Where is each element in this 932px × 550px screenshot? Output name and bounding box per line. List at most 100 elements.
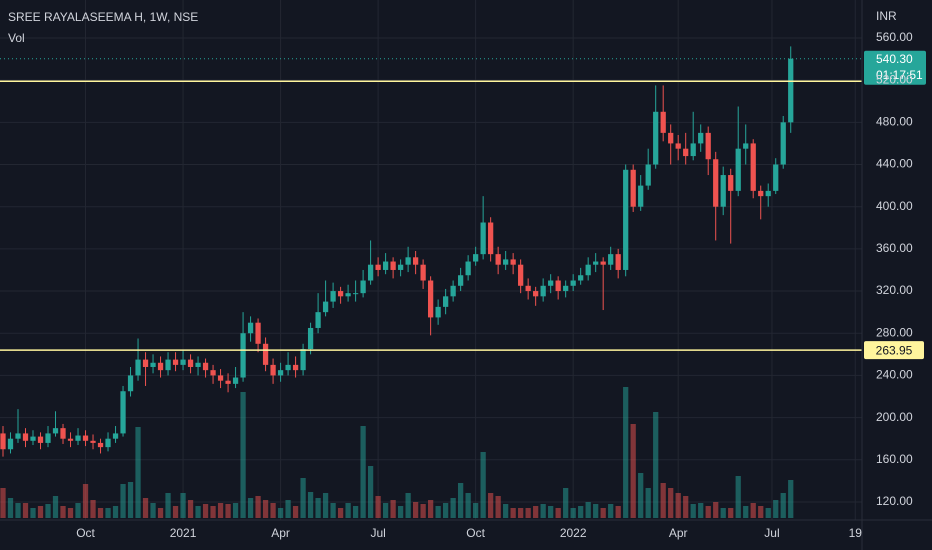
volume-bar	[232, 503, 239, 518]
volume-bar	[37, 506, 44, 518]
y-tick-label: 560.00	[876, 30, 913, 44]
volume-bar	[285, 500, 291, 518]
volume-bar	[548, 506, 554, 518]
candle-body	[555, 280, 561, 292]
volume-bar	[690, 504, 696, 518]
volume-bar	[52, 496, 59, 518]
y-tick-label: 360.00	[876, 241, 913, 255]
candle-body	[578, 275, 584, 281]
candle-body	[533, 291, 539, 297]
candle-body	[735, 148, 741, 191]
candle-body	[315, 312, 321, 328]
candle-body	[22, 433, 29, 441]
volume-bar	[240, 392, 246, 518]
volume-bar	[330, 503, 336, 518]
volume-bar	[615, 506, 621, 518]
candle-body	[450, 285, 456, 297]
candle-body	[465, 261, 471, 276]
volume-bar	[765, 508, 771, 518]
candle-body	[705, 132, 711, 160]
candle-body	[480, 222, 486, 255]
volume-bar	[90, 500, 96, 518]
volume-bar	[758, 506, 764, 518]
candle-body	[503, 259, 509, 265]
x-tick-label: Oct	[466, 526, 485, 540]
candle-body	[187, 359, 194, 367]
volume-bar	[570, 508, 576, 518]
volume-bar	[210, 506, 216, 518]
x-tick-label: Jul	[370, 526, 385, 540]
candle-body	[240, 333, 246, 378]
x-tick-label: Apr	[271, 526, 290, 540]
overlay: 263.95 540.30 01:17:51	[0, 50, 926, 360]
candle-body	[653, 111, 659, 165]
candle-body	[217, 375, 224, 381]
candle-body	[352, 293, 359, 295]
y-tick-label: 400.00	[876, 199, 913, 213]
volume-bar	[165, 493, 171, 518]
volume-bar	[382, 503, 389, 518]
candle-body	[458, 275, 464, 286]
candle-body	[563, 285, 569, 292]
candle-body	[195, 362, 201, 367]
volume-bar	[735, 476, 741, 518]
level-tag-label: 263.95	[876, 343, 913, 357]
candle-body	[150, 362, 156, 367]
volume-bar	[127, 482, 134, 518]
volume-bar	[420, 504, 426, 518]
candle-body	[82, 435, 89, 441]
volume-bar	[112, 506, 119, 518]
y-tick-label: 520.00	[876, 72, 913, 86]
candle-body	[60, 428, 66, 439]
candle-body	[743, 143, 749, 149]
candle-body	[300, 349, 306, 371]
volume-bar	[300, 478, 306, 518]
candle-body	[593, 261, 599, 265]
candle-body	[285, 364, 291, 371]
candle-body	[668, 132, 674, 144]
candle-body	[630, 169, 636, 207]
candle-body	[120, 391, 126, 434]
grid	[0, 0, 862, 520]
y-tick-label: 440.00	[876, 157, 913, 171]
volume-bar	[683, 496, 689, 518]
x-tick-label: 2021	[170, 526, 197, 540]
candle-body	[495, 254, 501, 265]
volume-bar	[337, 508, 344, 518]
volume-bar	[578, 506, 584, 518]
volume-bar	[322, 493, 329, 518]
candle-body	[307, 327, 314, 350]
volume-bar	[187, 500, 194, 518]
volume-bar	[750, 503, 756, 518]
candle-body	[473, 254, 479, 262]
volume-bar	[630, 424, 636, 518]
volume-bar	[623, 387, 629, 518]
volume-bar	[728, 508, 734, 518]
volume-bar	[533, 506, 539, 518]
candle-body	[427, 280, 434, 318]
candle-body	[420, 264, 426, 281]
volume-bar	[555, 508, 561, 518]
candle-body	[225, 380, 231, 384]
volume-bar	[585, 502, 591, 518]
volume-bar	[352, 506, 359, 518]
candle-body	[277, 370, 284, 376]
volume-bar	[465, 493, 471, 518]
volume-bar	[315, 498, 321, 518]
candle-body	[683, 148, 689, 157]
volume-bar	[307, 492, 314, 518]
candle-body	[773, 164, 779, 191]
candle-body	[750, 143, 756, 191]
volume-bar	[773, 500, 779, 518]
volume-bar	[202, 504, 209, 518]
y-tick-label: 120.00	[876, 494, 913, 508]
candle-body	[337, 291, 344, 297]
volume-bar	[217, 503, 224, 518]
candle-body	[390, 261, 396, 270]
candle-body	[37, 436, 44, 443]
volume-bar	[277, 508, 284, 518]
volume-bar	[743, 506, 749, 518]
y-tick-label: 480.00	[876, 115, 913, 129]
